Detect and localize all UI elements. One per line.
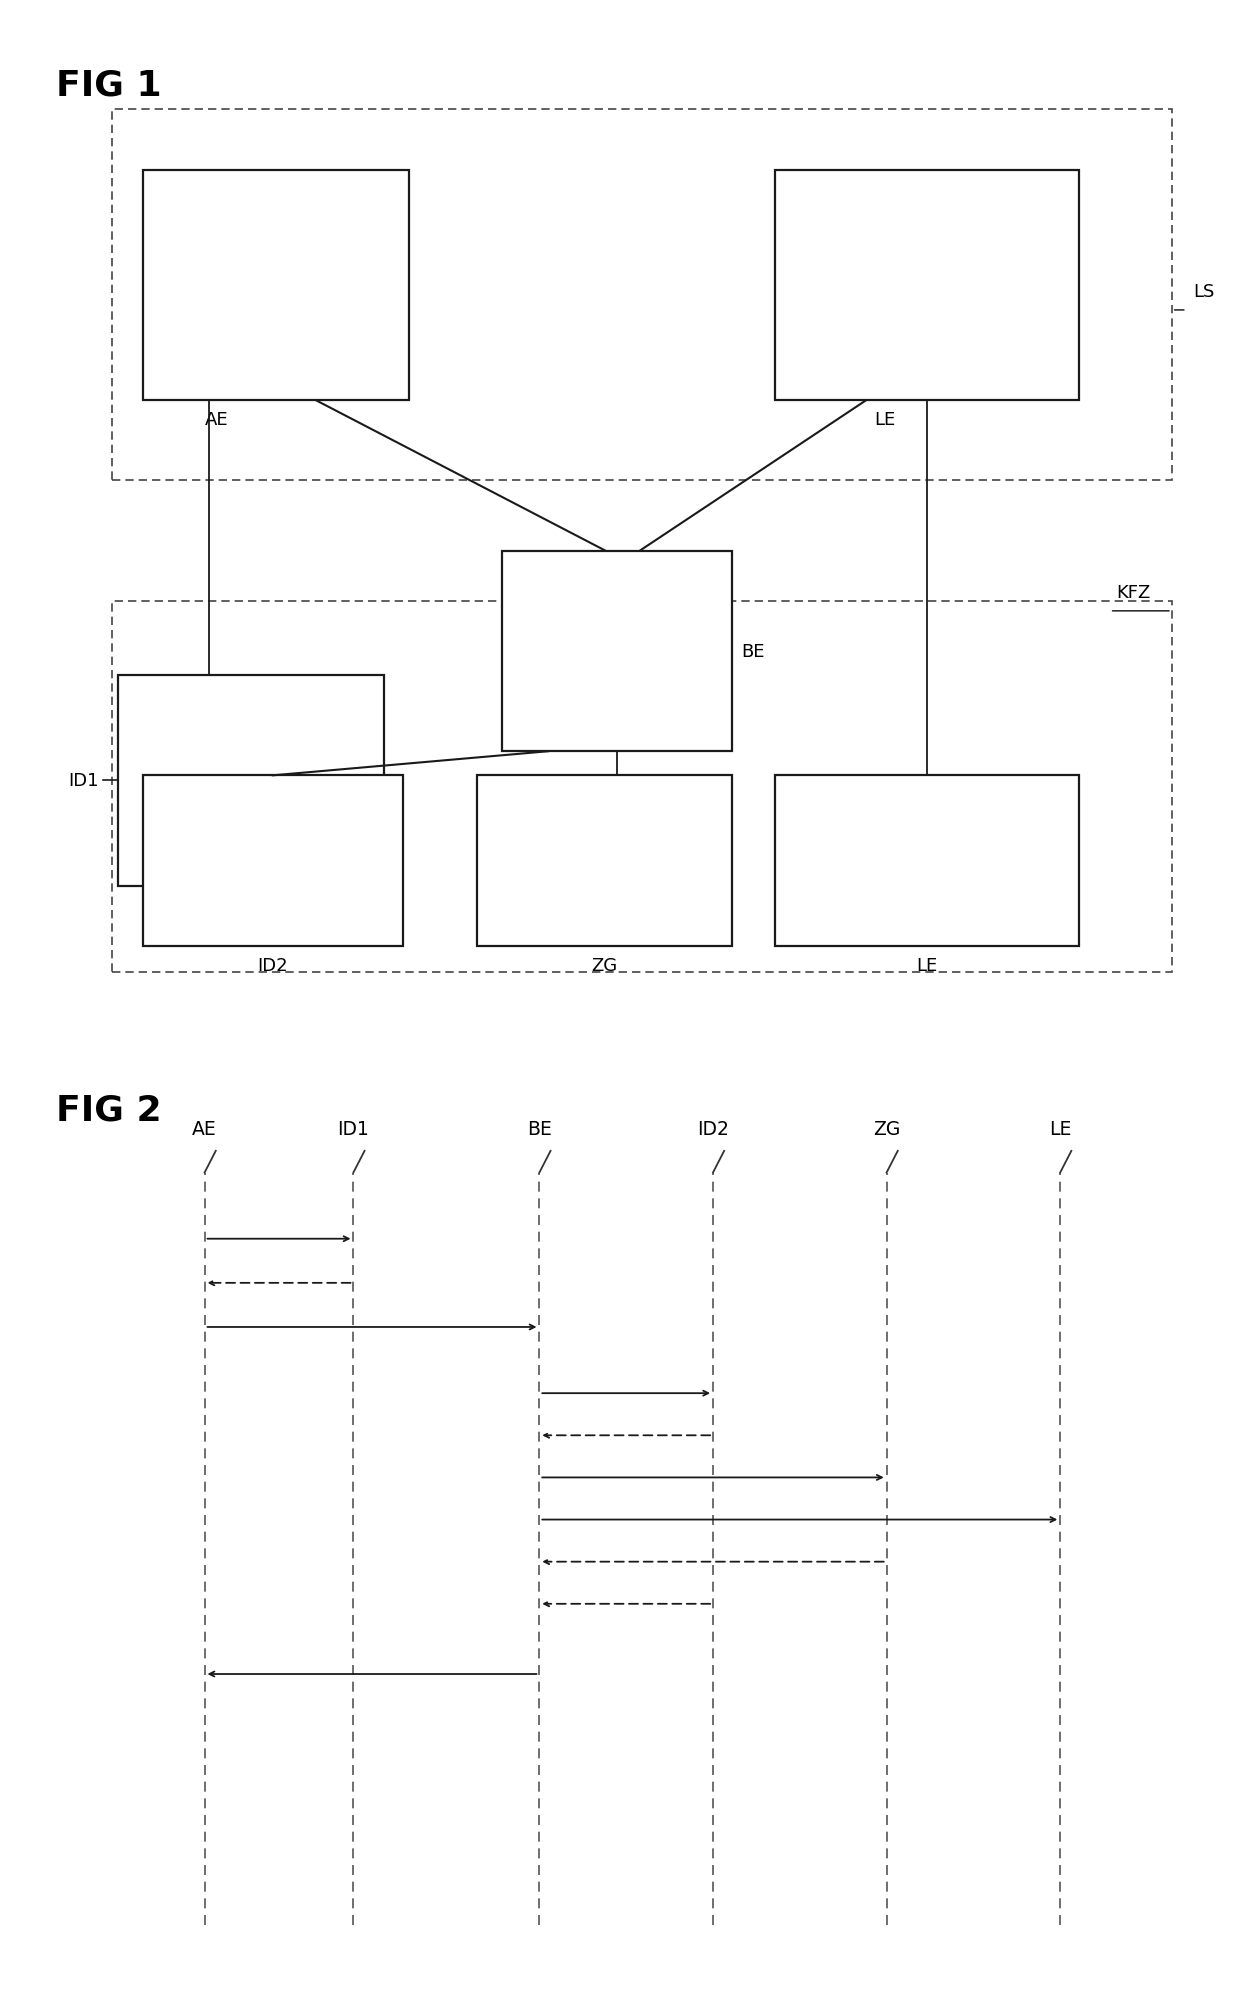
Text: ID2: ID2: [697, 1121, 729, 1139]
Bar: [143, 170, 409, 401]
Text: FIG 2: FIG 2: [56, 1093, 161, 1127]
Text: LE: LE: [874, 411, 895, 429]
Bar: [502, 551, 732, 752]
Bar: [143, 776, 403, 946]
Bar: [477, 776, 732, 946]
Bar: [775, 776, 1079, 946]
Text: BE: BE: [742, 644, 765, 660]
Text: KFZ: KFZ: [1116, 583, 1151, 602]
Bar: [118, 676, 384, 886]
Text: LE: LE: [916, 956, 937, 974]
Text: ZG: ZG: [873, 1121, 900, 1139]
Text: ID1: ID1: [337, 1121, 370, 1139]
Text: BE: BE: [527, 1121, 552, 1139]
Text: ZG: ZG: [591, 956, 618, 974]
Text: LS: LS: [1193, 283, 1214, 301]
Text: ID1: ID1: [68, 772, 99, 790]
Bar: [112, 602, 1172, 972]
Text: AE: AE: [205, 411, 228, 429]
Text: AE: AE: [192, 1121, 217, 1139]
Bar: [775, 170, 1079, 401]
Text: FIG 1: FIG 1: [56, 68, 161, 102]
Text: LE: LE: [1049, 1121, 1071, 1139]
Bar: [112, 110, 1172, 481]
Text: ID2: ID2: [258, 956, 288, 974]
